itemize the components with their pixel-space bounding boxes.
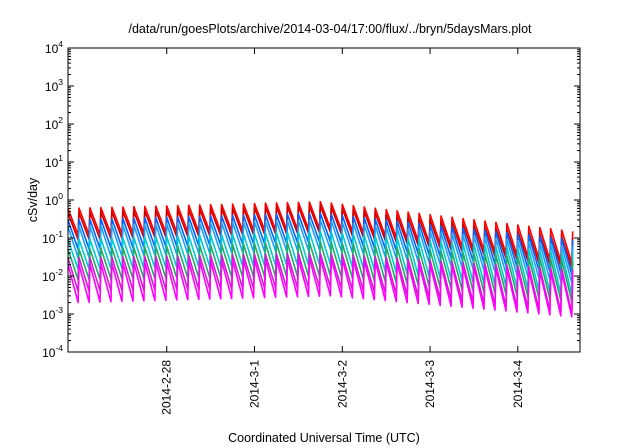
plot-frame: [67, 47, 581, 353]
x-tick-label: 2014-3-4: [511, 360, 525, 408]
plot-series-group: [67, 200, 574, 318]
x-axis-label: Coordinated Universal Time (UTC): [228, 431, 420, 445]
x-tick-label: 2014-3-2: [335, 360, 349, 408]
y-tick-label: 104: [45, 39, 63, 56]
x-tick-label: 2014-3-3: [423, 360, 437, 408]
chart-title: /data/run/goesPlots/archive/2014-03-04/1…: [128, 22, 532, 36]
y-tick-label: 102: [45, 115, 63, 132]
x-axis: 2014-2-28 2014-3-1 2014-3-2 2014-3-3 2014-3-…: [160, 48, 525, 415]
y-tick-label: 100: [45, 191, 63, 208]
y-tick-label: 10-3: [42, 305, 63, 322]
x-tick-label: 2014-3-1: [248, 360, 262, 408]
series-line-8: [67, 257, 574, 318]
x-tick-label: 2014-2-28: [160, 360, 174, 415]
y-tick-label: 10-4: [42, 343, 63, 360]
y-axis: 104 103 102 101 100 10-1 10-2 10-3 10-4: [42, 39, 580, 360]
y-axis-label: cSv/day: [26, 177, 40, 222]
y-tick-label: 10-2: [42, 267, 63, 284]
y-tick-label: 101: [45, 153, 63, 170]
y-tick-label: 103: [45, 77, 63, 94]
y-tick-label: 10-1: [42, 229, 63, 246]
